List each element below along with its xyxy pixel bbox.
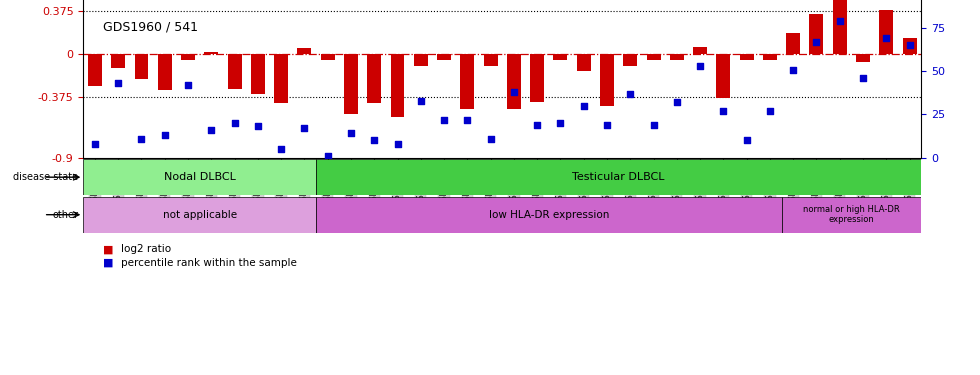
Bar	[647, 54, 661, 60]
Point	[506, 89, 521, 95]
Text: other: other	[52, 210, 78, 220]
Point	[111, 80, 126, 86]
Point	[367, 137, 382, 143]
Bar	[88, 54, 102, 86]
Point	[646, 122, 662, 128]
Text: GDS1960 / 541: GDS1960 / 541	[103, 21, 198, 34]
Point	[622, 91, 638, 97]
Bar	[762, 54, 777, 60]
Text: low HLA-DR expression: low HLA-DR expression	[489, 210, 609, 220]
Point	[180, 82, 196, 88]
Bar	[83, 159, 316, 195]
Bar	[227, 54, 241, 88]
Text: ■: ■	[103, 244, 117, 254]
Bar	[316, 197, 782, 232]
Bar	[390, 54, 405, 117]
Point	[878, 36, 894, 42]
Bar	[670, 54, 684, 60]
Text: not applicable: not applicable	[163, 210, 237, 220]
Bar	[181, 54, 195, 60]
Bar	[368, 54, 381, 104]
Point	[460, 117, 475, 123]
Bar	[251, 54, 265, 94]
Bar	[576, 54, 591, 71]
Text: Nodal DLBCL: Nodal DLBCL	[164, 172, 235, 182]
Bar	[320, 54, 334, 60]
Point	[157, 132, 172, 138]
Point	[785, 66, 801, 72]
Point	[692, 63, 708, 69]
Point	[390, 141, 406, 147]
Point	[553, 120, 568, 126]
Text: ■: ■	[103, 258, 117, 267]
Bar	[809, 14, 823, 54]
Point	[133, 135, 149, 141]
Bar	[158, 54, 172, 90]
Bar	[414, 54, 427, 66]
Bar	[716, 54, 730, 98]
Point	[483, 135, 499, 141]
Point	[856, 75, 871, 81]
Bar	[274, 54, 288, 104]
Text: normal or high HLA-DR
expression: normal or high HLA-DR expression	[803, 205, 900, 224]
Point	[599, 122, 614, 128]
Bar	[879, 10, 894, 54]
Bar	[112, 54, 125, 68]
Text: Testicular DLBCL: Testicular DLBCL	[572, 172, 664, 182]
Point	[226, 120, 242, 126]
Bar	[483, 54, 498, 66]
Bar	[786, 33, 800, 54]
Point	[715, 108, 731, 114]
Point	[273, 146, 289, 152]
Bar	[600, 54, 613, 106]
Point	[87, 141, 103, 147]
Point	[297, 125, 313, 131]
Bar	[903, 38, 916, 54]
Bar	[857, 54, 870, 62]
Bar	[205, 52, 219, 54]
Point	[204, 127, 220, 133]
Point	[413, 98, 428, 104]
Point	[576, 103, 592, 109]
Point	[436, 117, 452, 123]
Bar	[782, 197, 921, 232]
Text: disease state: disease state	[14, 172, 78, 182]
Bar	[623, 54, 637, 66]
Text: percentile rank within the sample: percentile rank within the sample	[121, 258, 296, 267]
Bar	[461, 54, 474, 109]
Point	[529, 122, 545, 128]
Bar	[693, 47, 707, 54]
Point	[739, 137, 755, 143]
Point	[669, 99, 685, 105]
Bar	[134, 54, 149, 79]
Point	[832, 18, 848, 24]
Point	[762, 108, 778, 114]
Bar	[530, 54, 544, 102]
Point	[343, 130, 359, 136]
Point	[808, 39, 824, 45]
Bar	[507, 54, 521, 109]
Bar	[316, 159, 921, 195]
Bar	[833, 0, 847, 54]
Point	[902, 42, 917, 48]
Bar	[554, 54, 567, 60]
Point	[319, 153, 335, 159]
Bar	[83, 197, 316, 232]
Bar	[740, 54, 754, 60]
Point	[250, 123, 266, 129]
Bar	[437, 54, 451, 60]
Bar	[298, 48, 312, 54]
Text: log2 ratio: log2 ratio	[121, 244, 171, 254]
Bar	[344, 54, 358, 114]
